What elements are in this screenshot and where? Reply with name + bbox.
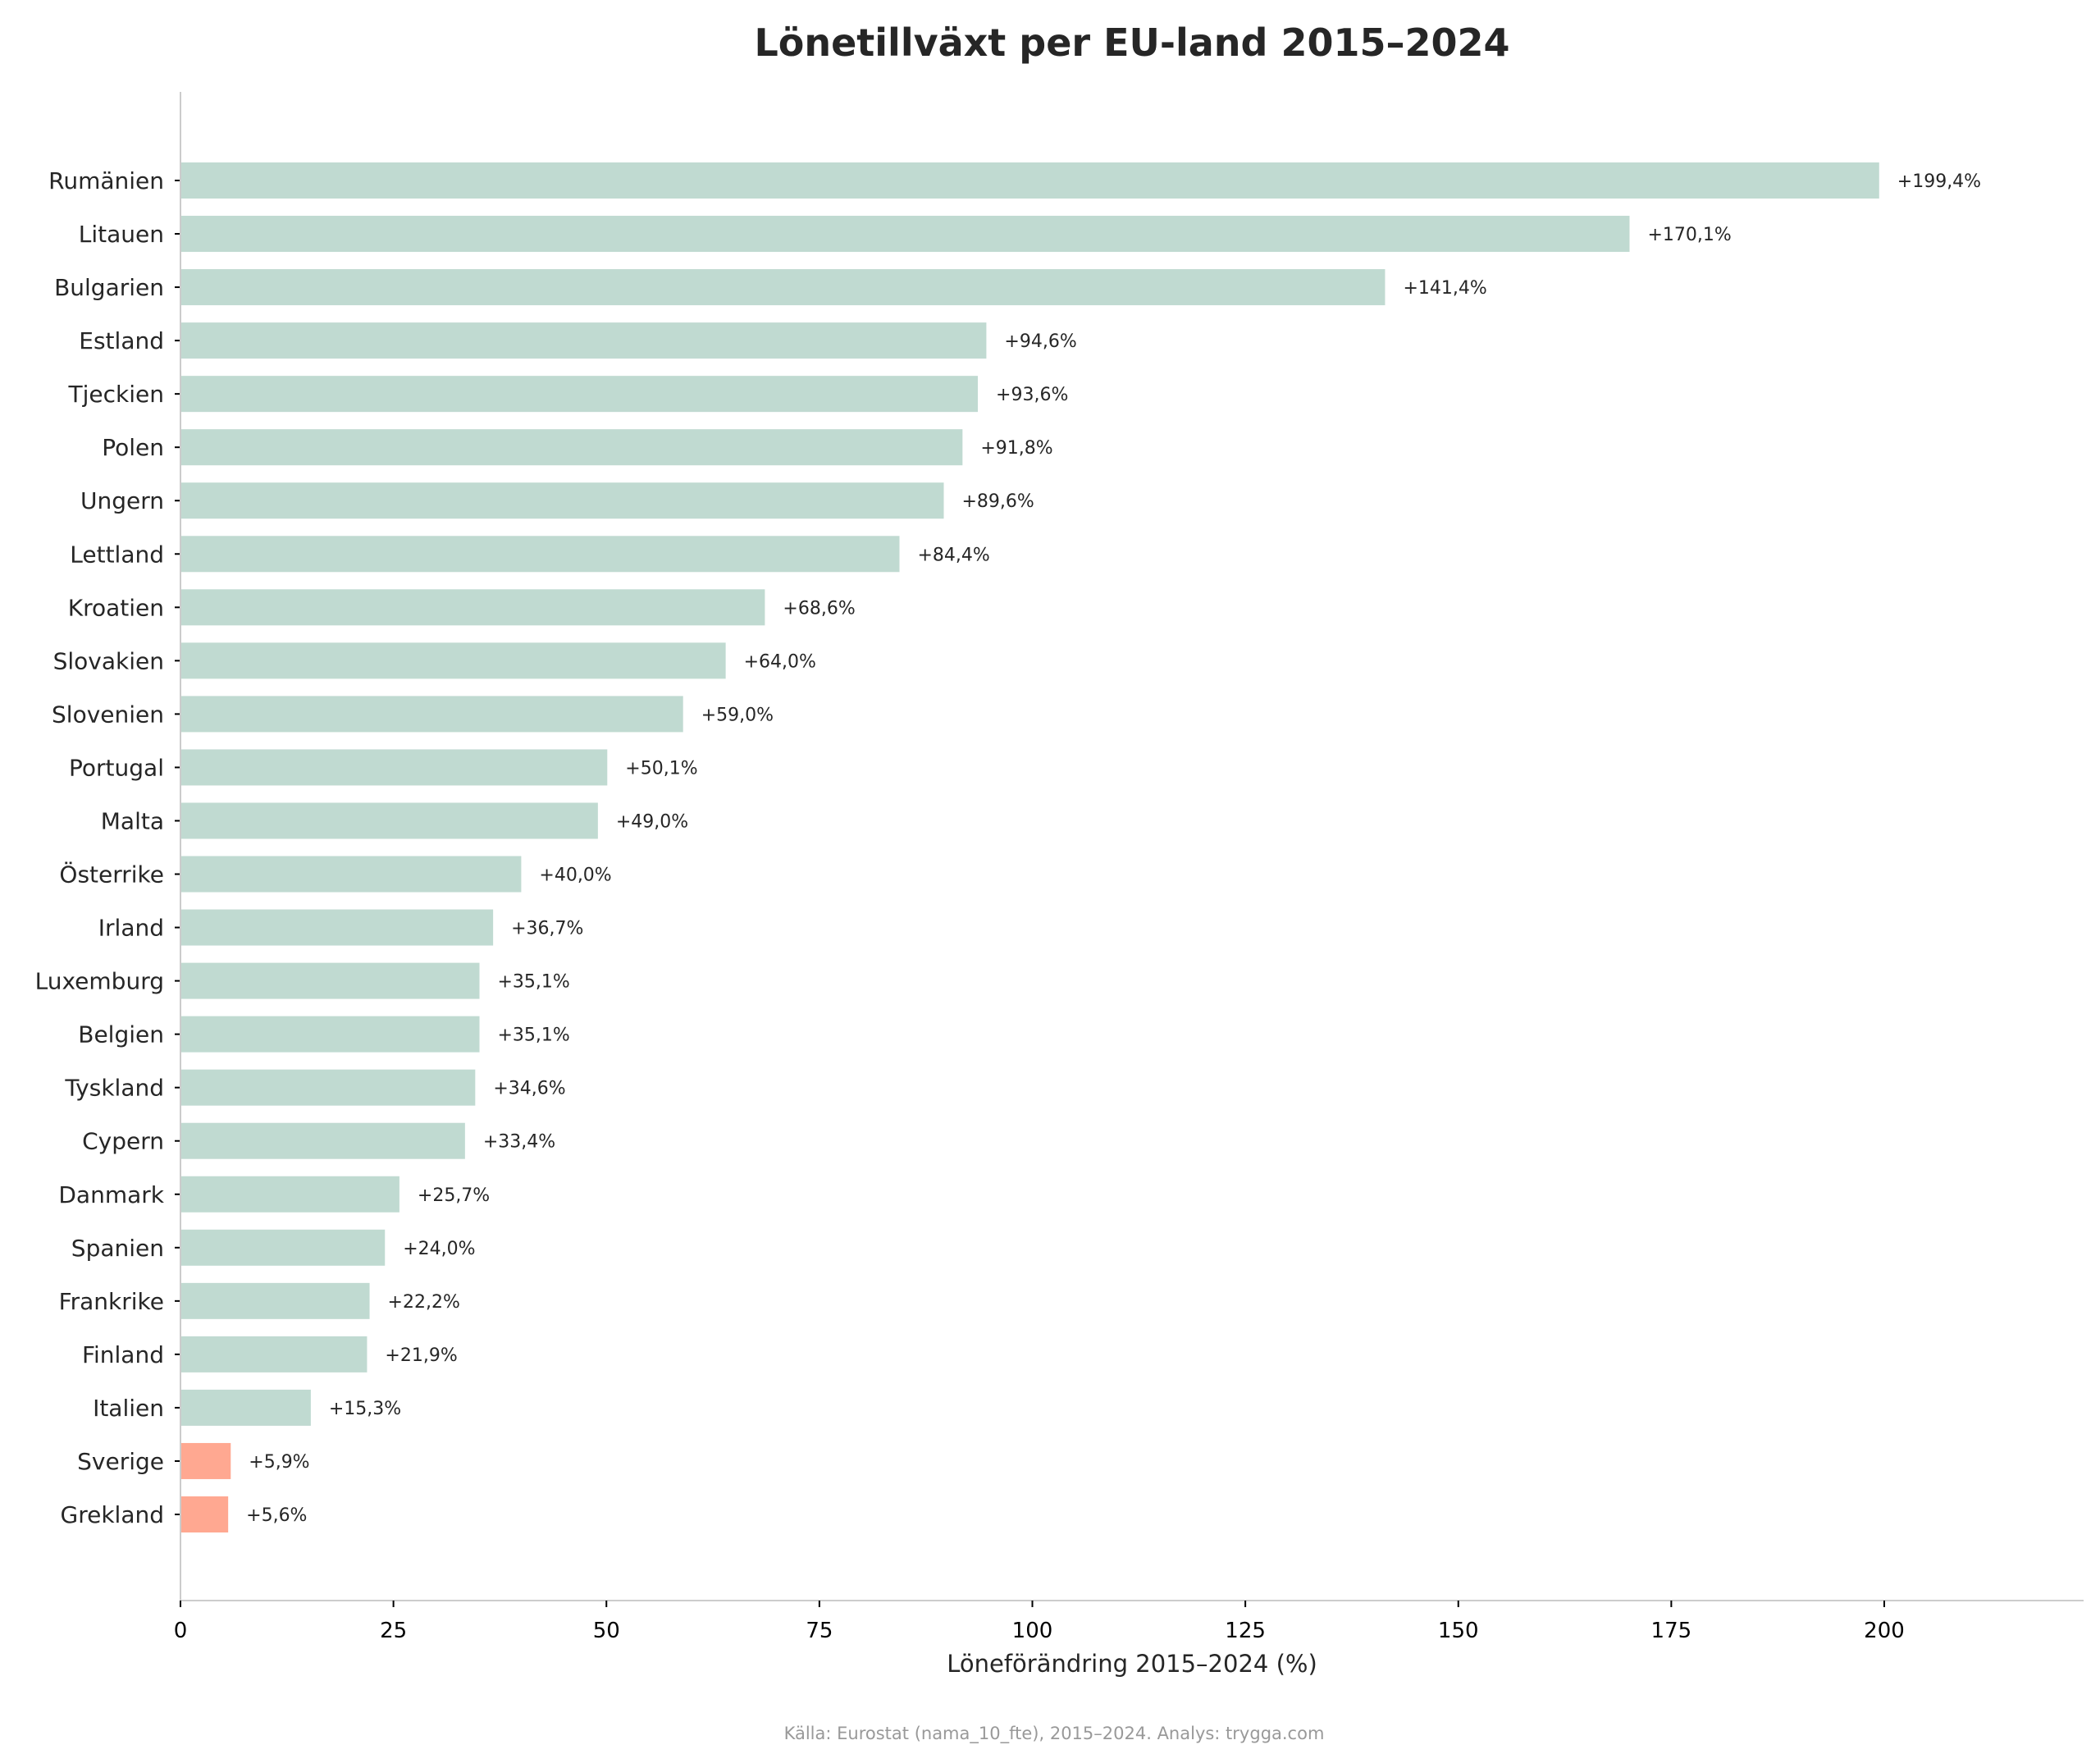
value-label: +49,0% [616, 811, 688, 832]
category-label: Cypern [82, 1128, 164, 1155]
category-label: Ungern [80, 487, 164, 514]
x-tick-label: 200 [1864, 1619, 1905, 1643]
bar-luxemburg [180, 962, 480, 999]
x-tick-label: 25 [380, 1619, 407, 1643]
value-label: +94,6% [1004, 331, 1076, 352]
bar-grekland [180, 1496, 229, 1532]
category-label: Tjeckien [68, 381, 164, 408]
value-label: +24,0% [403, 1239, 475, 1259]
x-tick-label: 175 [1651, 1619, 1692, 1643]
value-label: +59,0% [701, 705, 774, 725]
x-tick-label: 0 [174, 1619, 188, 1643]
value-label: +68,6% [783, 598, 855, 619]
category-label: Sverige [77, 1448, 164, 1475]
category-label: Estland [79, 327, 164, 354]
category-label: Bulgarien [54, 274, 164, 301]
bar-belgien [180, 1016, 480, 1053]
value-label: +35,1% [498, 972, 570, 993]
category-label: Österrike [59, 861, 164, 888]
value-label: +93,6% [996, 385, 1068, 405]
category-label: Danmark [58, 1181, 164, 1208]
bar-portugal [180, 749, 608, 786]
bar-slovenien [180, 696, 683, 733]
bar-spanien [180, 1229, 386, 1266]
bar-rumänien [180, 162, 1879, 199]
category-label: Grekland [61, 1501, 165, 1528]
bar-slovakien [180, 642, 726, 679]
value-label: +33,4% [483, 1132, 555, 1153]
value-label: +36,7% [511, 919, 583, 939]
bar-litauen [180, 216, 1630, 253]
value-label: +141,4% [1403, 278, 1486, 299]
category-label: Irland [98, 915, 164, 942]
category-label: Belgien [78, 1021, 164, 1048]
bar-österrike [180, 856, 522, 893]
category-label: Polen [102, 434, 164, 461]
category-label: Frankrike [59, 1288, 164, 1315]
bar-frankrike [180, 1282, 370, 1319]
value-label: +15,3% [329, 1399, 401, 1419]
value-label: +5,6% [246, 1505, 307, 1526]
value-label: +89,6% [961, 491, 1034, 512]
category-label: Litauen [79, 221, 164, 248]
x-tick-label: 50 [593, 1619, 620, 1643]
value-label: +84,4% [917, 545, 989, 565]
bar-italien [180, 1389, 311, 1426]
value-label: +170,1% [1647, 225, 1731, 245]
value-label: +199,4% [1897, 171, 1981, 192]
bar-polen [180, 429, 963, 466]
bar-bulgarien [180, 269, 1386, 306]
category-label: Malta [101, 807, 164, 834]
bar-sverige [180, 1442, 231, 1479]
category-label: Slovakien [53, 647, 164, 674]
chart-title: Lönetillväxt per EU-land 2015–2024 [754, 21, 1509, 65]
value-label: +35,1% [498, 1025, 570, 1046]
category-label: Tyskland [64, 1075, 164, 1102]
value-label: +5,9% [249, 1452, 309, 1473]
bar-tyskland [180, 1069, 476, 1106]
x-tick-label: 75 [806, 1619, 833, 1643]
bar-danmark [180, 1176, 399, 1213]
x-tick-label: 150 [1438, 1619, 1479, 1643]
x-tick-label: 100 [1012, 1619, 1053, 1643]
category-label: Italien [93, 1395, 164, 1422]
value-label: +50,1% [625, 758, 697, 779]
x-tick-label: 125 [1225, 1619, 1266, 1643]
category-label: Slovenien [52, 701, 164, 728]
value-label: +34,6% [493, 1079, 565, 1099]
bar-estland [180, 322, 987, 359]
value-label: +40,0% [539, 866, 611, 886]
x-axis-label: Löneförändring 2015–2024 (%) [947, 1650, 1317, 1678]
value-label: +21,9% [385, 1345, 457, 1366]
category-label: Lettland [70, 541, 164, 568]
bar-tjeckien [180, 376, 979, 413]
value-label: +22,2% [388, 1292, 460, 1313]
bar-kroatien [180, 589, 765, 626]
category-label: Portugal [69, 754, 164, 781]
category-label: Luxemburg [35, 968, 164, 995]
category-label: Kroatien [68, 594, 164, 621]
category-label: Finland [82, 1341, 164, 1368]
bar-ungern [180, 482, 944, 519]
category-label: Spanien [71, 1235, 164, 1262]
bar-lettland [180, 536, 900, 573]
bar-irland [180, 909, 494, 946]
value-label: +64,0% [744, 651, 816, 672]
bar-finland [180, 1336, 368, 1372]
bar-cypern [180, 1122, 465, 1159]
value-label: +91,8% [980, 438, 1052, 459]
source-note: Källa: Eurostat (nama_10_fte), 2015–2024… [784, 1724, 1325, 1744]
value-label: +25,7% [418, 1185, 490, 1206]
category-label: Rumänien [48, 167, 164, 194]
bar-malta [180, 802, 598, 839]
